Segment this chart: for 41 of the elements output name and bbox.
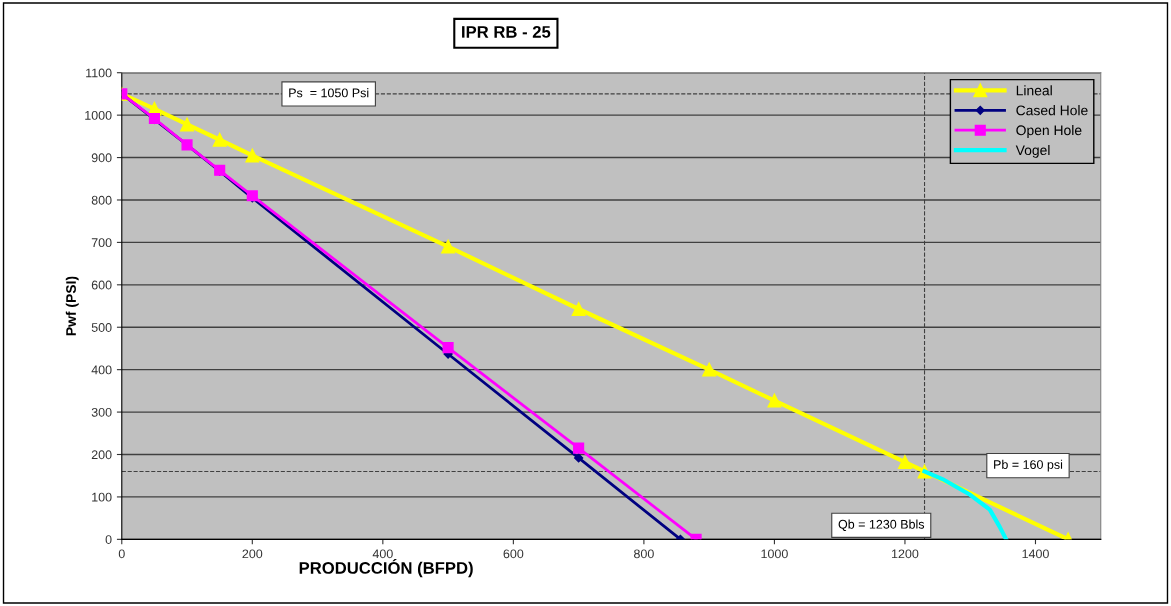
x-tick-label: 400: [372, 549, 393, 559]
legend-label: Cased Hole: [1016, 105, 1088, 116]
point: [180, 117, 194, 132]
x-tick-label: 1000: [761, 549, 788, 559]
point: [442, 342, 454, 354]
point: [574, 453, 584, 463]
y-tick-label: 1000: [85, 110, 112, 120]
x-tick-label: 200: [242, 549, 263, 559]
y-tick-label: 900: [91, 153, 112, 163]
legend-label: Vogel: [1015, 144, 1050, 158]
y-tick-label: 400: [91, 365, 112, 375]
y-tick-label: 500: [91, 323, 112, 332]
y-axis-title: Pwf (PSI): [65, 276, 79, 336]
y-tick-label: 600: [91, 280, 112, 290]
y-tick-label: 300: [91, 407, 112, 417]
x-tick-label: 800: [634, 549, 654, 559]
chart-title: IPR RB - 25: [462, 26, 551, 38]
legend-label: Open Hole: [1016, 125, 1082, 138]
y-tick-label: 700: [91, 238, 112, 248]
point: [441, 239, 456, 254]
y-tick-label: 100: [92, 492, 112, 502]
x-axis-title: PRODUCCIÓN (BFPD): [299, 558, 473, 578]
legend-label: Lineal: [1016, 85, 1052, 96]
point: [767, 393, 782, 408]
x-tick-label: 600: [503, 549, 524, 559]
y-tick-label: 1100: [86, 68, 112, 78]
ref-line-label: Qb = 1230 Bbls: [838, 519, 925, 531]
point: [571, 302, 586, 316]
point: [245, 148, 260, 163]
x-tick-label: 1200: [892, 549, 919, 559]
y-tick-label: 800: [91, 195, 112, 205]
point: [702, 362, 717, 377]
point: [212, 132, 227, 147]
y-tick-label: 0: [105, 535, 112, 544]
point: [898, 455, 912, 470]
ref-line-label: Pb = 160 psi: [994, 459, 1063, 472]
ref-line-label: Ps = 1050 Psi: [289, 88, 369, 98]
x-tick-label: 1400: [1022, 549, 1049, 559]
x-tick-label: 0: [118, 549, 125, 559]
y-tick-label: 200: [91, 450, 112, 460]
point: [573, 442, 585, 454]
